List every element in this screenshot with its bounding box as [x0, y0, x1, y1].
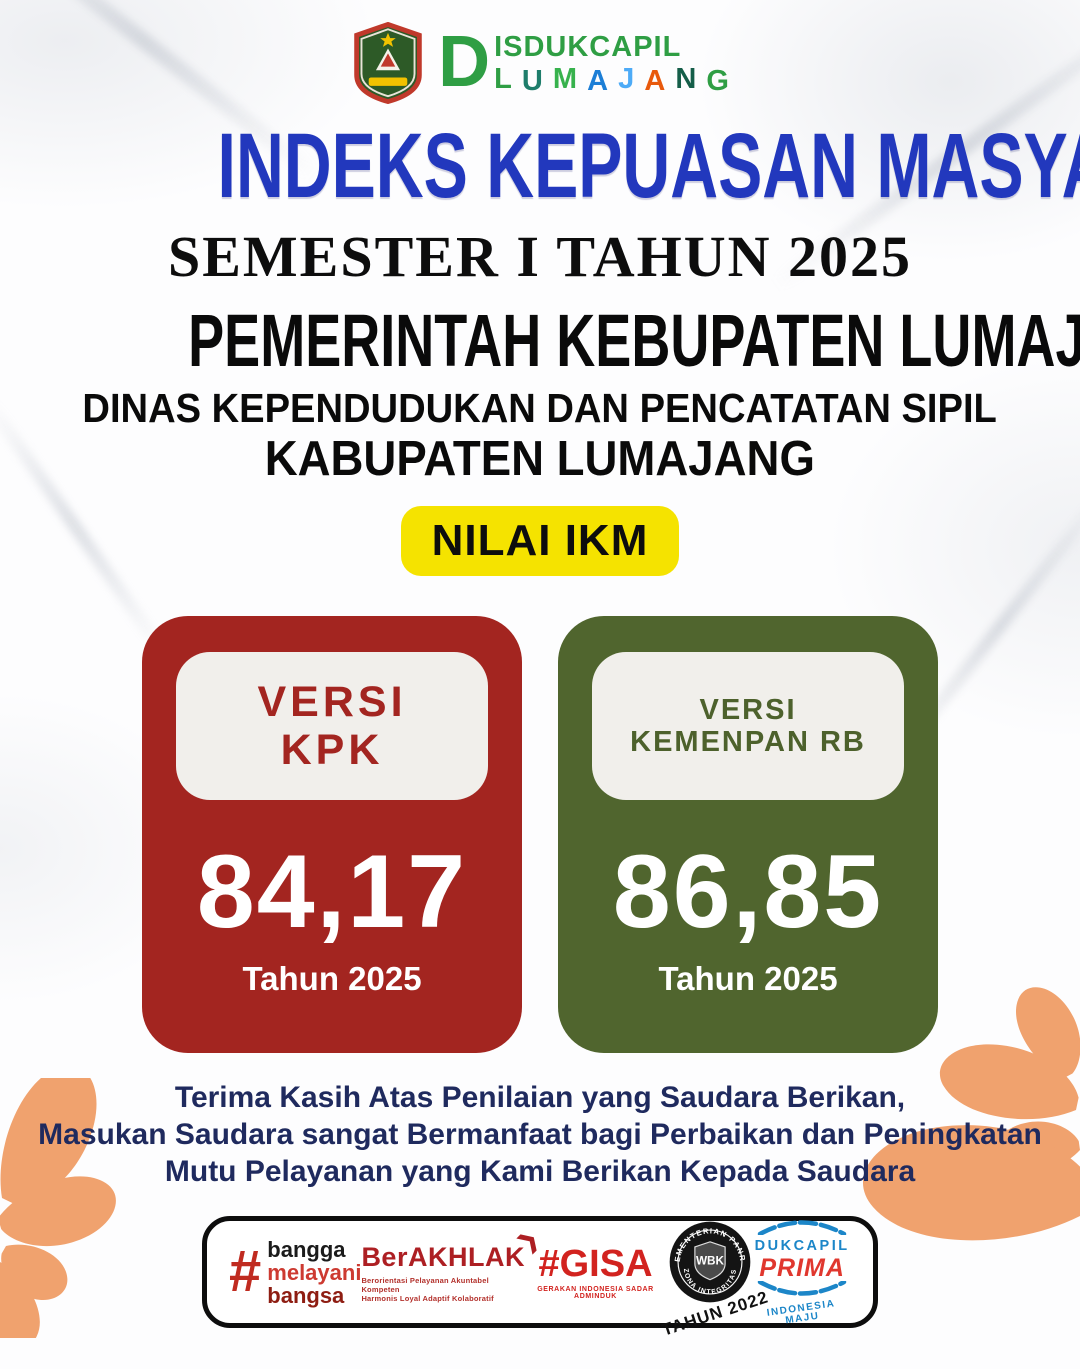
footer-logo-banner: # bangga melayani bangsa BerAKHLAK ❯ Ber…	[202, 1216, 878, 1340]
page-title: INDEKS KEPUASAN MASYARAKAT	[217, 115, 1080, 217]
prima-arc-bottom-icon	[757, 1279, 847, 1296]
svg-text:WBK: WBK	[696, 1255, 725, 1268]
org-name-line2: DINAS KEPENDUDUKAN DAN PENCATATAN SIPIL	[82, 385, 998, 431]
thank-you-line: Mutu Pelayanan yang Kami Berikan Kepada …	[164, 1155, 916, 1188]
thank-you-message: Terima Kasih Atas Penilaian yang Saudara…	[0, 1079, 1080, 1190]
logo-letter: U	[521, 64, 544, 97]
hashtag-icon: #	[229, 1238, 262, 1304]
score-cards: VERSI KPK 84,17 Tahun 2025 VERSI KEMENPA…	[0, 616, 1080, 1053]
nilai-ikm-badge: NILAI IKM	[401, 506, 679, 576]
logo-letter: M	[552, 62, 579, 95]
logo-letter: A	[587, 64, 610, 97]
petal-decoration-right	[862, 987, 1080, 1241]
score-value-kpk: 84,17	[196, 834, 468, 950]
thank-you-line: Terima Kasih Atas Penilaian yang Saudara…	[174, 1081, 906, 1114]
logo-letter: A	[644, 64, 667, 97]
version-label-kemenpan: VERSI KEMENPAN RB	[592, 652, 904, 800]
gisa-logo: #GISA GERAKAN INDONESIA SADAR ADMINDUK	[537, 1242, 654, 1300]
score-card-kemenpan: VERSI KEMENPAN RB 86,85 Tahun 2025	[558, 616, 938, 1053]
score-year-kpk: Tahun 2025	[242, 960, 422, 997]
lumajang-crest-icon	[354, 22, 422, 104]
logo-letter: J	[618, 62, 636, 95]
logo-letter: G	[706, 64, 730, 97]
petal-decoration-left	[0, 1078, 116, 1338]
bangga-melayani-bangsa-logo: # bangga melayani bangsa	[229, 1236, 362, 1308]
thank-you-line: Masukan Saudara sangat Bermanfaat bagi P…	[38, 1118, 1042, 1151]
score-card-kpk: VERSI KPK 84,17 Tahun 2025	[142, 616, 522, 1053]
semester-subtitle: SEMESTER I TAHUN 2025	[167, 224, 913, 289]
version-label-kpk: VERSI KPK	[176, 652, 488, 800]
org-name-line3: KABUPATEN LUMAJANG	[264, 432, 816, 486]
disdukcapil-logo: D ISDUKCAPIL L U M A J A N G	[0, 0, 1080, 104]
org-name-line1: PEMERINTAH KEBUPATEN LUMAJANG	[188, 299, 1080, 382]
logo-lumajang-wordmark: L U M A J A N G	[494, 62, 730, 97]
logo-letter: N	[675, 62, 698, 95]
logo-letter-d: D	[438, 22, 491, 103]
logo-wordmark: ISDUKCAPIL	[494, 30, 682, 63]
score-value-kemenpan: 86,85	[612, 834, 884, 950]
logo-letter: L	[494, 62, 513, 95]
score-year-kemenpan: Tahun 2025	[658, 960, 838, 997]
prima-arc-top-icon	[757, 1220, 847, 1237]
berakhlak-logo: BerAKHLAK ❯ Berorientasi Pelayanan Akunt…	[361, 1224, 543, 1303]
dukcapil-prima-logo: DUKCAPIL PRIMA INDONESIA MAJU	[753, 1219, 851, 1326]
